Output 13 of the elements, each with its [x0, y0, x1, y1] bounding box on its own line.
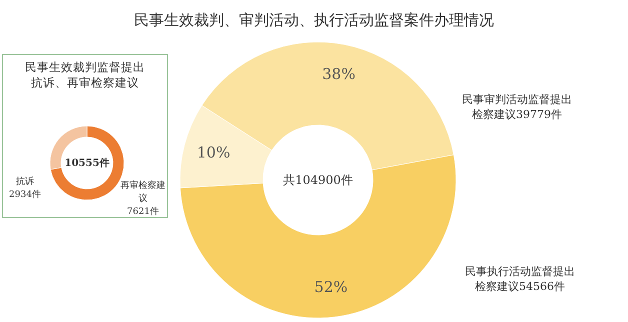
slice-label: 抗诉 [16, 176, 34, 187]
text: 共104900件 [283, 173, 353, 187]
data-label: 38% [322, 65, 356, 84]
data-label: 7621件 [127, 206, 159, 217]
text: 10555件 [64, 157, 110, 169]
slice-label: 民事审判活动监督提出检察建议39779件 [462, 93, 572, 121]
slice-label: 民事执行活动监督提出检察建议54566件 [465, 265, 575, 293]
chart-title: 民事生效裁判、审判活动、执行活动监督案件办理情况 [134, 11, 494, 29]
data-label: 10% [196, 144, 230, 162]
chart-title: 民事生效裁判监督提出抗诉、再审检察建议 [25, 60, 145, 90]
data-label: 2934件 [9, 189, 41, 200]
data-label: 52% [314, 278, 348, 296]
slice-label: 再审检察建议 [120, 180, 166, 204]
